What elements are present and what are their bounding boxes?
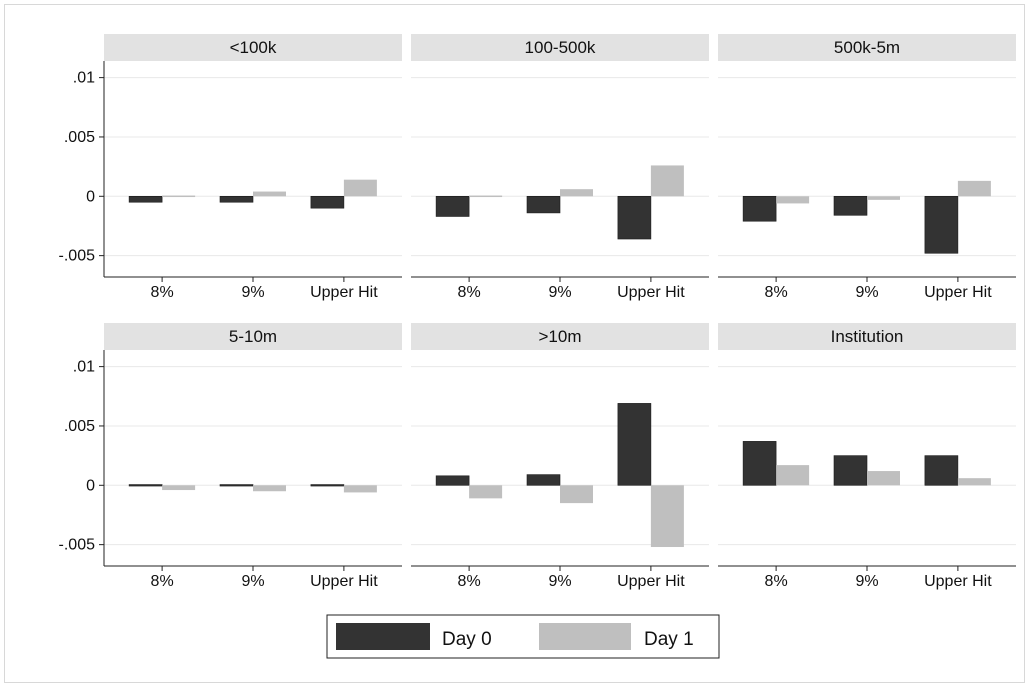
y-tick-label-5-10m-3: -.005	[59, 537, 96, 554]
y-tick-label-lt-100k-0: .01	[73, 70, 95, 87]
bar-institution-day-0-upper-hit	[924, 455, 959, 486]
bar-gt-10m-day-1-9	[560, 485, 593, 504]
panel-title-100-500k: 100-500k	[525, 38, 596, 57]
bar-gt-10m-day-0-9	[526, 474, 561, 486]
panel-title-lt-100k: <100k	[230, 38, 277, 57]
bar-gt-10m-day-1-upper-hit	[650, 485, 684, 548]
bar-5-10m-day-1-9	[253, 485, 286, 492]
x-tick-label-5-10m-9: 9%	[241, 573, 264, 590]
bar-500k-5m-day-1-8	[776, 196, 810, 204]
bar-institution-day-1-9	[867, 471, 900, 486]
legend-label-day-0: Day 0	[442, 629, 492, 650]
panel-title-500k-5m: 500k-5m	[834, 38, 900, 57]
bar-institution-day-1-upper-hit	[957, 478, 991, 486]
x-tick-label-5-10m-8: 8%	[151, 573, 174, 590]
bar-gt-10m-day-1-8	[469, 485, 503, 499]
bar-institution-day-0-8	[742, 441, 777, 486]
x-tick-label-institution-upper-hit: Upper Hit	[924, 573, 992, 590]
y-tick-label-5-10m-1: .005	[64, 418, 95, 435]
x-tick-label-500k-5m-8: 8%	[765, 284, 788, 301]
bar-500k-5m-day-0-8	[742, 195, 777, 222]
x-tick-label-gt-10m-upper-hit: Upper Hit	[617, 573, 685, 590]
y-tick-label-lt-100k-3: -.005	[59, 248, 96, 265]
legend-swatch-day-1	[539, 623, 631, 650]
bar-gt-10m-day-0-upper-hit	[617, 403, 652, 486]
panel-strip-institution	[718, 323, 1016, 350]
y-tick-label-lt-100k-2: 0	[86, 188, 95, 205]
panel-strip-gt-10m	[411, 323, 709, 350]
bar-5-10m-day-0-9	[219, 484, 254, 487]
x-tick-label-500k-5m-9: 9%	[855, 284, 878, 301]
panel-title-gt-10m: >10m	[539, 327, 582, 346]
bar-100-500k-day-1-upper-hit	[650, 165, 684, 197]
bar-100-500k-day-0-8	[435, 195, 470, 217]
bar-5-10m-day-1-upper-hit	[343, 485, 377, 493]
y-tick-label-5-10m-2: 0	[86, 477, 95, 494]
bar-lt-100k-day-1-upper-hit	[343, 179, 377, 197]
bar-lt-100k-day-0-8	[128, 195, 163, 203]
bar-500k-5m-day-0-9	[833, 195, 868, 216]
bar-5-10m-day-0-8	[128, 484, 163, 487]
panel-strip-5-10m	[104, 323, 402, 350]
x-tick-label-institution-9: 9%	[855, 573, 878, 590]
legend-swatch-day-0	[336, 623, 430, 650]
bar-100-500k-day-0-upper-hit	[617, 195, 652, 240]
bar-institution-day-1-8	[776, 465, 810, 486]
bar-lt-100k-day-1-9	[253, 191, 286, 197]
bar-5-10m-day-0-upper-hit	[310, 484, 345, 487]
y-tick-label-lt-100k-1: .005	[64, 129, 95, 146]
x-tick-label-lt-100k-9: 9%	[241, 284, 264, 301]
panel-title-institution: Institution	[831, 327, 904, 346]
panel-title-5-10m: 5-10m	[229, 327, 277, 346]
x-tick-label-100-500k-9: 9%	[548, 284, 571, 301]
x-tick-label-institution-8: 8%	[765, 573, 788, 590]
bar-5-10m-day-1-8	[162, 485, 196, 491]
bar-lt-100k-day-1-8	[162, 195, 196, 198]
legend-label-day-1: Day 1	[644, 629, 694, 650]
bar-lt-100k-day-0-9	[219, 195, 254, 203]
bar-100-500k-day-1-9	[560, 189, 593, 197]
panel-strip-lt-100k	[104, 34, 402, 61]
x-tick-label-5-10m-upper-hit: Upper Hit	[310, 573, 378, 590]
x-tick-label-gt-10m-8: 8%	[458, 573, 481, 590]
bar-100-500k-day-1-8	[469, 195, 503, 198]
bar-100-500k-day-0-9	[526, 195, 561, 214]
bar-lt-100k-day-0-upper-hit	[310, 195, 345, 209]
x-tick-label-lt-100k-8: 8%	[151, 284, 174, 301]
x-tick-label-100-500k-8: 8%	[458, 284, 481, 301]
bar-500k-5m-day-1-9	[867, 196, 900, 200]
y-tick-label-5-10m-0: .01	[73, 359, 95, 376]
bar-500k-5m-day-1-upper-hit	[957, 180, 991, 197]
bar-institution-day-0-9	[833, 455, 868, 486]
x-tick-label-100-500k-upper-hit: Upper Hit	[617, 284, 685, 301]
x-tick-label-500k-5m-upper-hit: Upper Hit	[924, 284, 992, 301]
bar-gt-10m-day-0-8	[435, 475, 470, 486]
panel-strip-500k-5m	[718, 34, 1016, 61]
x-tick-label-gt-10m-9: 9%	[548, 573, 571, 590]
panel-strip-100-500k	[411, 34, 709, 61]
x-tick-label-lt-100k-upper-hit: Upper Hit	[310, 284, 378, 301]
bar-500k-5m-day-0-upper-hit	[924, 195, 959, 254]
